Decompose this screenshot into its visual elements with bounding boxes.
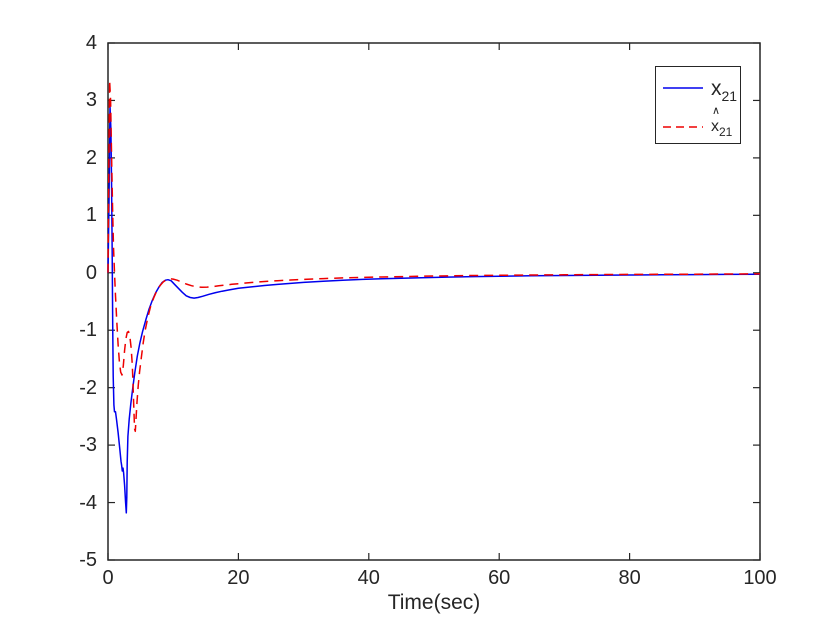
y-tick-label: 0 bbox=[85, 261, 97, 284]
y-tick-label: 3 bbox=[85, 89, 97, 112]
x-axis-label: Time(sec) bbox=[387, 591, 481, 614]
legend-line-sample-x21 bbox=[663, 87, 703, 89]
y-tick-label: 1 bbox=[85, 204, 97, 227]
legend-entry-x21-hat: ∧ x21 bbox=[662, 105, 733, 140]
y-tick-label: -2 bbox=[79, 376, 97, 399]
x-tick-label: 60 bbox=[488, 567, 511, 589]
legend-label-x21: x21 bbox=[711, 76, 738, 104]
y-tick-label: -5 bbox=[79, 549, 97, 571]
axes-box bbox=[107, 42, 761, 561]
legend-line-sample-x21-hat bbox=[663, 126, 703, 128]
x-tick-label: 80 bbox=[618, 567, 641, 589]
y-tick-label: 4 bbox=[85, 32, 97, 54]
y-tick-label: 2 bbox=[85, 146, 97, 169]
x-tick-label: 100 bbox=[743, 567, 777, 589]
legend[interactable]: x21 ∧ x21 bbox=[655, 66, 741, 144]
y-tick-label: -1 bbox=[79, 319, 97, 342]
x-tick-label: 20 bbox=[227, 567, 250, 589]
x-tick-label: 40 bbox=[357, 567, 380, 589]
y-tick-label: -3 bbox=[79, 434, 97, 457]
legend-label-x21-hat: ∧ x21 bbox=[711, 105, 733, 139]
hat-accent-icon: ∧ bbox=[712, 105, 721, 117]
legend-entry-x21: x21 bbox=[662, 75, 738, 104]
y-tick-label: -4 bbox=[79, 491, 97, 514]
x-tick-label: 0 bbox=[102, 567, 114, 589]
series-line-x21 bbox=[107, 105, 761, 514]
series-line-x21-hat bbox=[107, 79, 761, 433]
